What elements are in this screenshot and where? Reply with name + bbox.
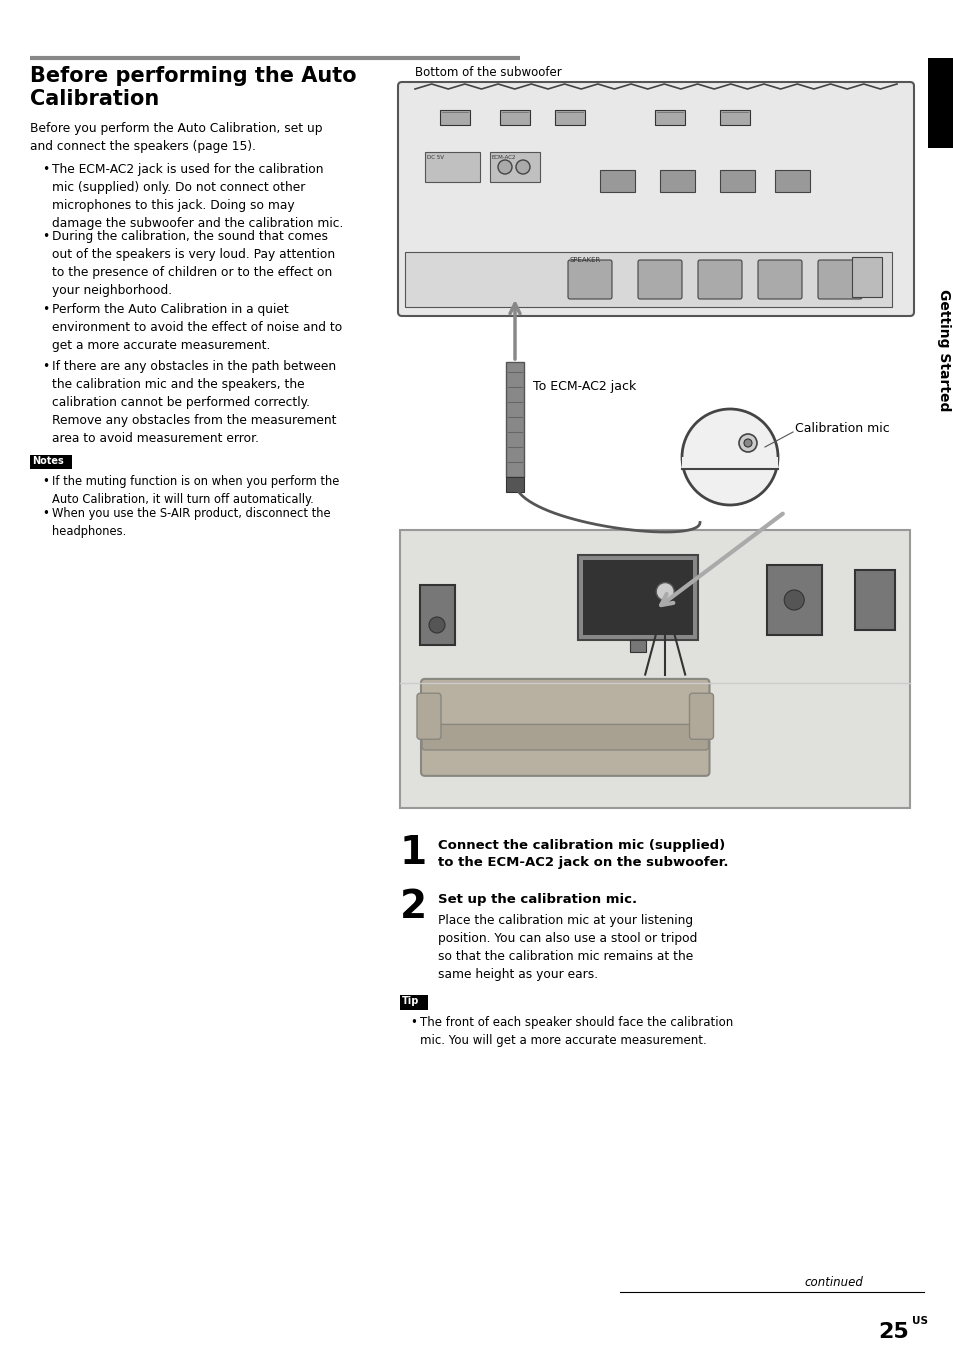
Text: Bottom of the subwoofer: Bottom of the subwoofer: [415, 66, 561, 78]
FancyBboxPatch shape: [638, 260, 681, 299]
Circle shape: [656, 583, 674, 600]
Bar: [774, 170, 809, 192]
Text: Tip: Tip: [401, 996, 419, 1006]
FancyBboxPatch shape: [421, 725, 708, 750]
Text: Calibration mic: Calibration mic: [794, 422, 889, 435]
Text: SPEAKER: SPEAKER: [569, 257, 600, 264]
Bar: [405, 251, 891, 307]
Text: US: US: [911, 1315, 927, 1326]
Circle shape: [739, 434, 757, 452]
Bar: [419, 585, 455, 645]
Text: Before performing the Auto: Before performing the Auto: [30, 66, 356, 87]
Bar: [578, 556, 698, 639]
FancyBboxPatch shape: [397, 82, 913, 316]
Bar: [720, 110, 749, 124]
Bar: [681, 457, 778, 469]
Text: ECM-AC2: ECM-AC2: [492, 155, 516, 160]
Text: To ECM-AC2 jack: To ECM-AC2 jack: [533, 380, 636, 393]
Bar: [766, 565, 821, 635]
Text: •: •: [410, 1015, 416, 1029]
Text: Notes: Notes: [32, 456, 64, 466]
FancyBboxPatch shape: [416, 694, 440, 740]
Bar: [655, 110, 684, 124]
Bar: [659, 170, 695, 192]
Text: 2: 2: [399, 888, 427, 926]
FancyBboxPatch shape: [758, 260, 801, 299]
Bar: [490, 151, 539, 183]
Text: •: •: [42, 475, 49, 488]
Text: •: •: [42, 303, 50, 316]
Bar: [499, 110, 530, 124]
Text: 1: 1: [399, 834, 427, 872]
Bar: [851, 257, 882, 297]
Text: •: •: [42, 230, 50, 243]
Text: DC 5V: DC 5V: [427, 155, 443, 160]
Circle shape: [743, 439, 751, 448]
Text: If the muting function is on when you perform the
Auto Calibration, it will turn: If the muting function is on when you pe…: [52, 475, 339, 506]
FancyBboxPatch shape: [698, 260, 741, 299]
Bar: [505, 362, 523, 477]
Text: If there are any obstacles in the path between
the calibration mic and the speak: If there are any obstacles in the path b…: [52, 360, 336, 445]
Text: Perform the Auto Calibration in a quiet
environment to avoid the effect of noise: Perform the Auto Calibration in a quiet …: [52, 303, 342, 352]
Bar: [720, 170, 754, 192]
Bar: [439, 110, 470, 124]
FancyBboxPatch shape: [689, 694, 713, 740]
Text: Before you perform the Auto Calibration, set up
and connect the speakers (page 1: Before you perform the Auto Calibration,…: [30, 122, 322, 153]
Text: •: •: [42, 507, 49, 521]
Bar: [30, 456, 71, 469]
Bar: [399, 530, 909, 808]
Bar: [630, 639, 646, 652]
Text: Getting Started: Getting Started: [936, 289, 950, 411]
Bar: [399, 995, 428, 1010]
Bar: [424, 151, 479, 183]
Circle shape: [429, 617, 444, 633]
Bar: [854, 571, 894, 630]
Bar: [505, 477, 523, 492]
Text: •: •: [42, 164, 50, 176]
Text: During the calibration, the sound that comes
out of the speakers is very loud. P: During the calibration, the sound that c…: [52, 230, 335, 297]
Text: Calibration: Calibration: [30, 89, 159, 110]
Bar: [927, 58, 953, 147]
Text: When you use the S-AIR product, disconnect the
headphones.: When you use the S-AIR product, disconne…: [52, 507, 331, 538]
Text: Set up the calibration mic.: Set up the calibration mic.: [437, 894, 637, 906]
FancyBboxPatch shape: [420, 679, 709, 776]
Ellipse shape: [681, 410, 778, 506]
Text: 25: 25: [877, 1322, 908, 1343]
Text: continued: continued: [803, 1276, 862, 1288]
Bar: [555, 110, 584, 124]
Text: Place the calibration mic at your listening
position. You can also use a stool o: Place the calibration mic at your listen…: [437, 914, 697, 982]
Circle shape: [516, 160, 530, 174]
Text: The ECM-AC2 jack is used for the calibration
mic (supplied) only. Do not connect: The ECM-AC2 jack is used for the calibra…: [52, 164, 343, 230]
FancyBboxPatch shape: [817, 260, 862, 299]
Circle shape: [497, 160, 512, 174]
Circle shape: [783, 589, 803, 610]
Bar: [599, 170, 635, 192]
Text: Connect the calibration mic (supplied)
to the ECM-AC2 jack on the subwoofer.: Connect the calibration mic (supplied) t…: [437, 840, 728, 869]
Bar: [583, 560, 693, 635]
FancyBboxPatch shape: [567, 260, 612, 299]
Text: •: •: [42, 360, 50, 373]
Text: The front of each speaker should face the calibration
mic. You will get a more a: The front of each speaker should face th…: [419, 1015, 733, 1046]
